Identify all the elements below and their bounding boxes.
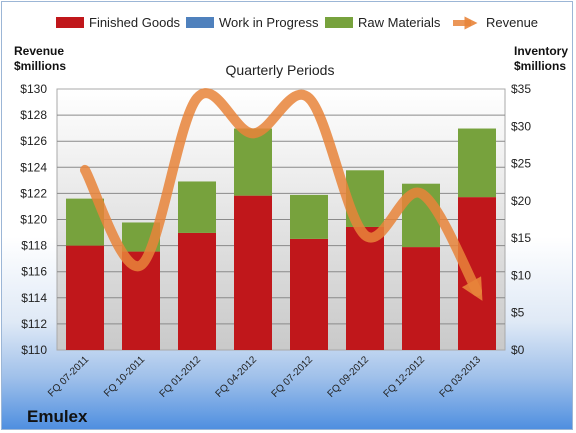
legend-swatch-work-in-progress: [186, 17, 214, 28]
bar-raw-materials: [178, 181, 216, 233]
x-tick-label: FQ 07-2011: [46, 354, 91, 399]
legend-swatch-finished-goods: [56, 17, 84, 28]
revenue-line-group: [80, 88, 483, 301]
x-tick-label: FQ 03-2013: [438, 354, 484, 400]
chart-title: Quarterly Periods: [226, 62, 335, 78]
revenue-line: [80, 88, 483, 301]
right-tick-label: $35: [511, 82, 531, 96]
right-tick-label: $5: [511, 306, 525, 320]
bar-finished-goods: [66, 245, 104, 350]
left-tick-label: $126: [20, 134, 47, 148]
bars: [66, 128, 496, 350]
bar-finished-goods: [290, 238, 328, 350]
legend-label-finished-goods: Finished Goods: [89, 15, 181, 30]
left-tick-label: $114: [21, 291, 47, 305]
right-tick-label: $20: [511, 194, 531, 208]
left-axis-title-line1: Revenue: [14, 44, 64, 58]
left-tick-label: $116: [21, 265, 47, 279]
bar-raw-materials: [458, 128, 496, 198]
bar-finished-goods: [346, 226, 384, 350]
bar-finished-goods: [234, 195, 272, 350]
left-tick-label: $112: [21, 317, 47, 331]
x-tick-label: FQ 01-2012: [158, 354, 204, 400]
left-axis-title-line2: $millions: [14, 59, 66, 73]
legend-swatch-raw-materials: [325, 17, 353, 28]
right-axis-title-line2: $millions: [514, 59, 566, 73]
right-tick-label: $10: [511, 268, 531, 282]
x-tick-label: FQ 07-2012: [270, 354, 316, 400]
x-tick-label: FQ 12-2012: [382, 354, 428, 400]
left-tick-label: $120: [20, 213, 47, 227]
legend: Finished Goods Work in Progress Raw Mate…: [56, 15, 538, 30]
legend-label-revenue: Revenue: [486, 15, 538, 30]
left-tick-label: $124: [20, 160, 47, 174]
right-tick-label: $25: [511, 157, 531, 171]
left-tick-label: $118: [21, 239, 47, 253]
bar-raw-materials: [234, 128, 272, 196]
x-tick-label: FQ 10-2011: [102, 354, 147, 399]
bar-finished-goods: [402, 247, 440, 350]
company-name: Emulex: [27, 407, 88, 426]
left-tick-label: $130: [20, 82, 47, 96]
x-tick-label: FQ 04-2012: [214, 354, 260, 400]
bar-finished-goods: [178, 232, 216, 350]
left-tick-label: $122: [20, 186, 47, 200]
right-tick-label: $30: [511, 119, 531, 133]
x-tick-label: FQ 09-2012: [326, 354, 372, 400]
legend-label-raw-materials: Raw Materials: [358, 15, 441, 30]
left-tick-label: $110: [21, 343, 47, 357]
bar-raw-materials: [290, 194, 328, 239]
right-tick-label: $15: [511, 231, 531, 245]
right-axis-title-line1: Inventory: [514, 44, 568, 58]
left-tick-label: $128: [20, 108, 47, 122]
legend-label-work-in-progress: Work in Progress: [219, 15, 319, 30]
right-tick-label: $0: [511, 343, 525, 357]
